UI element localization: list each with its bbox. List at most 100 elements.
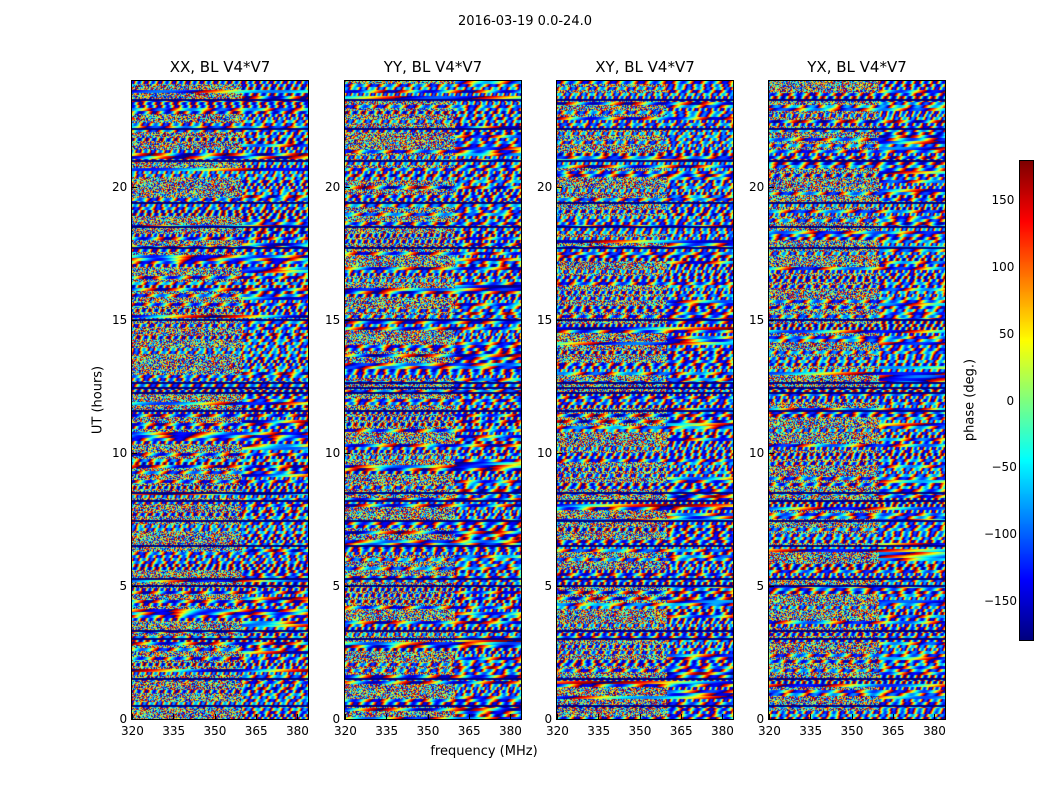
- x-tick-label: 365: [669, 724, 693, 738]
- colorbar-tick-label: 150: [991, 193, 1015, 208]
- x-tick-mark: [892, 714, 894, 719]
- x-tick-label: 350: [203, 724, 227, 738]
- y-tick-mark: [132, 719, 137, 720]
- x-tick-mark: [510, 714, 511, 719]
- x-tick-label: 320: [546, 724, 569, 738]
- y-tick-mark: [769, 719, 774, 720]
- y-tick-mark: [345, 187, 350, 189]
- x-tick-label: 320: [334, 724, 357, 738]
- x-tick-label: 350: [840, 724, 864, 738]
- y-tick-label: 10: [112, 446, 128, 461]
- y-tick-mark: [132, 320, 137, 322]
- y-tick-mark: [345, 453, 350, 455]
- y-tick-label: 15: [749, 313, 765, 328]
- x-tick-label: 365: [244, 724, 268, 738]
- x-tick-mark: [722, 714, 723, 719]
- y-axis-label: UT (hours): [90, 365, 106, 435]
- colorbar-label: phase (deg.): [962, 358, 978, 442]
- y-tick-label: 20: [325, 180, 341, 195]
- x-tick-label: 365: [457, 724, 481, 738]
- heatmap-image: [769, 81, 945, 719]
- x-tick-label: 350: [628, 724, 652, 738]
- chart-suptitle: 2016-03-19 0.0-24.0: [458, 14, 592, 29]
- y-tick-mark: [769, 586, 774, 588]
- x-tick-mark: [427, 714, 429, 719]
- y-tick-mark: [345, 719, 350, 720]
- x-tick-mark: [345, 714, 346, 719]
- y-tick-label: 0: [544, 712, 553, 726]
- y-tick-mark: [345, 586, 350, 588]
- y-tick-label: 0: [119, 712, 128, 726]
- y-tick-label: 15: [325, 313, 341, 328]
- y-tick-mark: [557, 320, 562, 322]
- y-tick-label: 5: [119, 579, 128, 594]
- panel-title: YX, BL V4*V7: [807, 58, 907, 76]
- y-tick-mark: [132, 453, 137, 455]
- x-tick-mark: [173, 714, 175, 719]
- x-tick-label: 380: [711, 724, 734, 738]
- x-tick-mark: [297, 714, 298, 719]
- x-tick-label: 335: [162, 724, 186, 738]
- x-tick-mark: [214, 714, 216, 719]
- colorbar-gradient: [1020, 161, 1033, 640]
- y-tick-label: 20: [749, 180, 765, 195]
- x-tick-mark: [386, 714, 388, 719]
- colorbar-tick-label: −150: [984, 593, 1017, 608]
- x-tick-label: 350: [416, 724, 440, 738]
- colorbar: [1019, 160, 1034, 641]
- x-tick-label: 380: [923, 724, 946, 738]
- x-axis-label: frequency (MHz): [430, 744, 538, 759]
- x-tick-label: 320: [758, 724, 781, 738]
- x-tick-mark: [255, 714, 257, 719]
- y-tick-label: 0: [756, 712, 765, 726]
- y-tick-label: 5: [756, 579, 765, 594]
- x-tick-mark: [769, 714, 770, 719]
- y-tick-mark: [769, 320, 774, 322]
- y-tick-label: 20: [112, 180, 128, 195]
- heatmap-panel: [344, 80, 522, 720]
- x-tick-label: 380: [286, 724, 309, 738]
- y-tick-label: 5: [332, 579, 341, 594]
- x-tick-label: 380: [499, 724, 522, 738]
- heatmap-panel: [556, 80, 734, 720]
- heatmap-image: [557, 81, 733, 719]
- x-tick-mark: [680, 714, 682, 719]
- y-tick-label: 10: [537, 446, 553, 461]
- x-tick-mark: [851, 714, 853, 719]
- heatmap-image: [132, 81, 308, 719]
- y-tick-label: 5: [544, 579, 553, 594]
- x-tick-label: 335: [799, 724, 823, 738]
- x-tick-label: 365: [881, 724, 905, 738]
- colorbar-tick-label: 100: [991, 259, 1015, 274]
- x-tick-mark: [468, 714, 470, 719]
- x-tick-mark: [934, 714, 935, 719]
- heatmap-panel: [131, 80, 309, 720]
- colorbar-tick-label: 50: [999, 326, 1015, 341]
- y-tick-mark: [769, 453, 774, 455]
- y-tick-label: 0: [332, 712, 341, 726]
- colorbar-tick-label: −50: [991, 460, 1017, 475]
- panel-title: XY, BL V4*V7: [595, 58, 695, 76]
- panel-title: XX, BL V4*V7: [169, 58, 271, 76]
- panel-title: YY, BL V4*V7: [383, 58, 483, 76]
- x-tick-mark: [598, 714, 600, 719]
- y-tick-label: 15: [537, 313, 553, 328]
- y-tick-label: 10: [325, 446, 341, 461]
- x-tick-mark: [132, 714, 133, 719]
- y-tick-label: 15: [112, 313, 128, 328]
- x-tick-label: 320: [121, 724, 144, 738]
- heatmap-image: [345, 81, 521, 719]
- y-tick-label: 20: [537, 180, 553, 195]
- y-tick-mark: [557, 586, 562, 588]
- y-tick-mark: [132, 586, 137, 588]
- y-tick-mark: [769, 187, 774, 189]
- colorbar-tick-label: −100: [984, 527, 1017, 542]
- y-tick-mark: [132, 187, 137, 189]
- heatmap-panel: [768, 80, 946, 720]
- y-tick-label: 10: [749, 446, 765, 461]
- x-tick-label: 335: [375, 724, 399, 738]
- y-tick-mark: [557, 453, 562, 455]
- x-tick-mark: [557, 714, 558, 719]
- y-tick-mark: [557, 719, 562, 720]
- x-tick-mark: [810, 714, 812, 719]
